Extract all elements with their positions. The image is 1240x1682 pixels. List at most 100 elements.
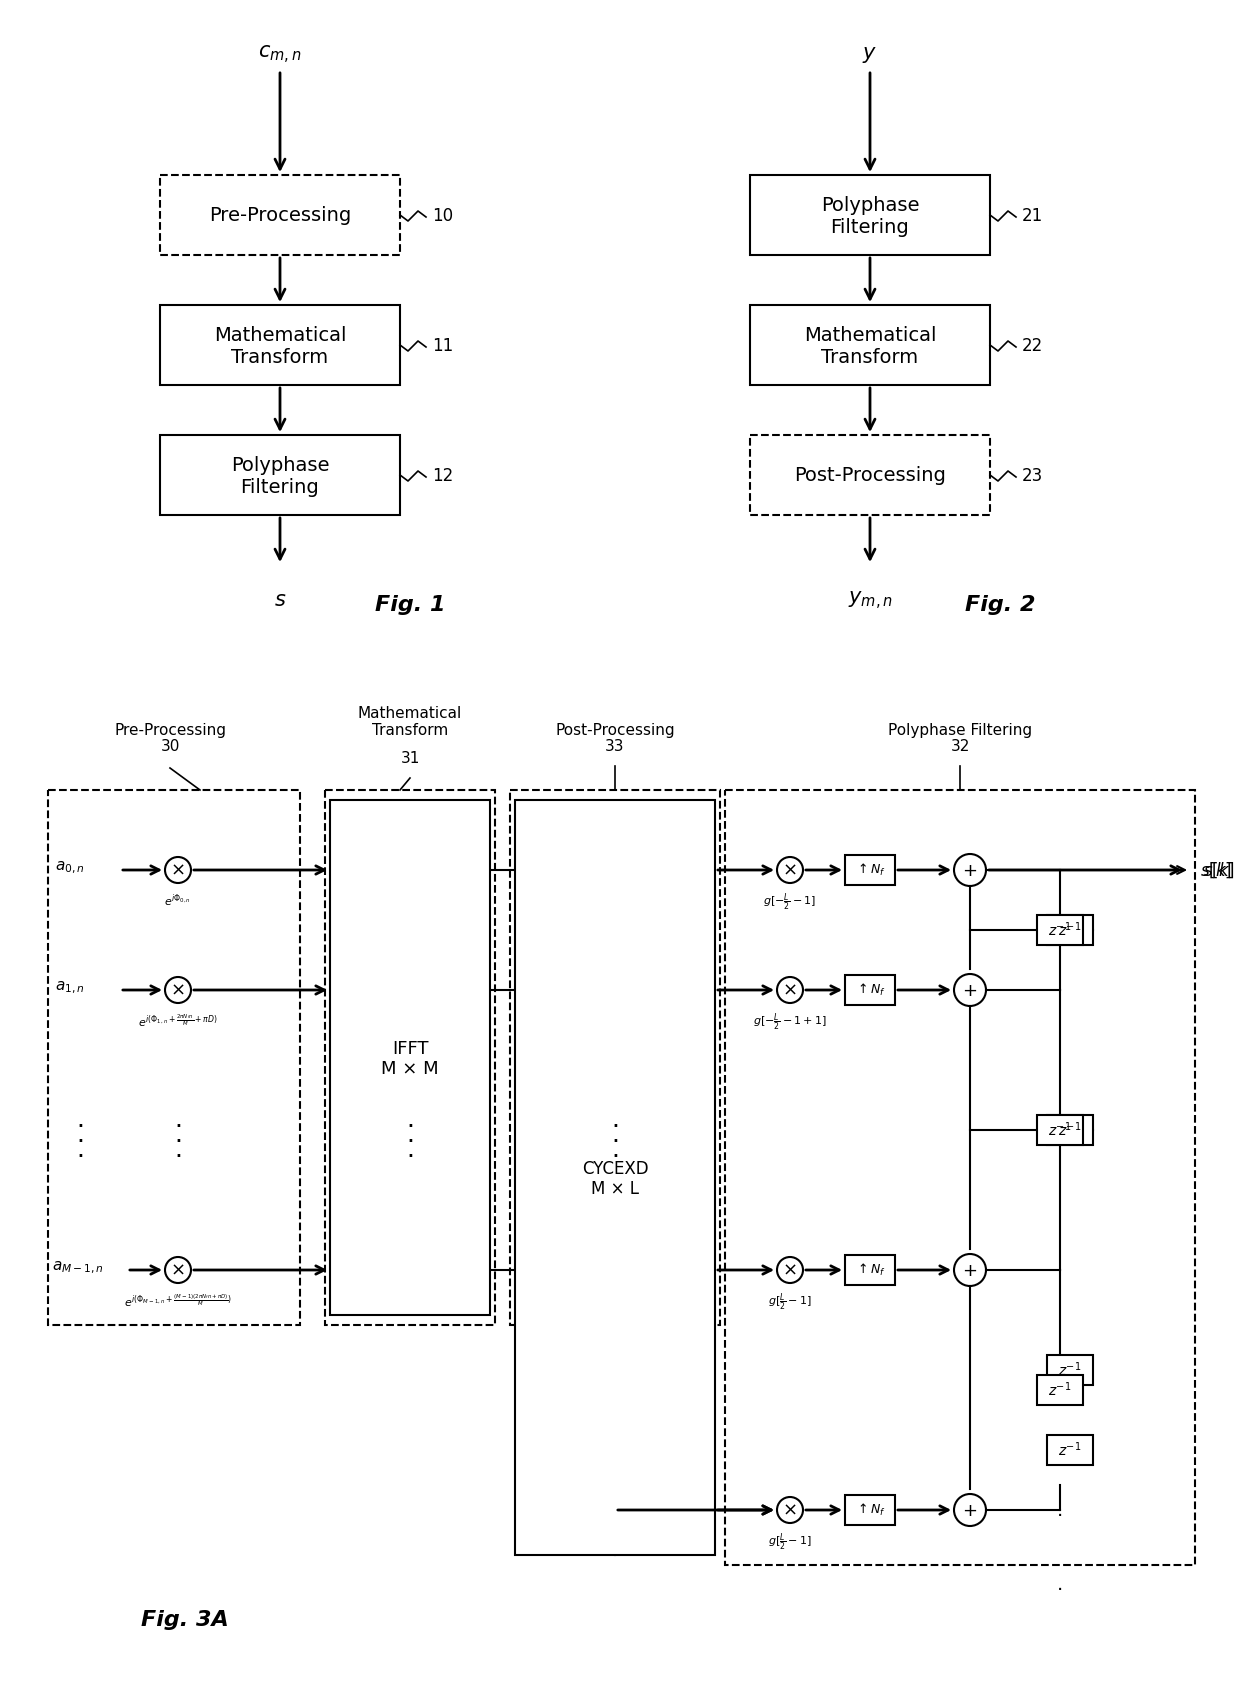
Bar xyxy=(1047,915,1092,945)
Text: $g[-\frac{L}{2}-1+1]$: $g[-\frac{L}{2}-1+1]$ xyxy=(753,1013,827,1033)
Text: Mathematical: Mathematical xyxy=(213,326,346,345)
Text: $g[\frac{L}{2}-1]$: $g[\frac{L}{2}-1]$ xyxy=(768,1292,812,1314)
Bar xyxy=(844,1495,895,1526)
Text: 30: 30 xyxy=(160,738,180,754)
Text: $a_{1,n}$: $a_{1,n}$ xyxy=(55,981,84,996)
Bar xyxy=(160,304,401,385)
Text: Filtering: Filtering xyxy=(241,478,320,496)
Text: 23: 23 xyxy=(1022,468,1043,484)
Bar xyxy=(510,791,720,1325)
Text: .: . xyxy=(76,1108,84,1132)
Text: .: . xyxy=(1056,1500,1063,1519)
Text: .: . xyxy=(1056,1426,1063,1445)
Text: Mathematical
Transform: Mathematical Transform xyxy=(358,706,463,738)
Text: $z^{-1}$: $z^{-1}$ xyxy=(1058,1441,1081,1460)
Text: .: . xyxy=(1056,1576,1063,1595)
Text: 12: 12 xyxy=(432,468,454,484)
Text: ×: × xyxy=(170,1262,186,1280)
Text: $y_{m,n}$: $y_{m,n}$ xyxy=(848,590,893,612)
Text: 22: 22 xyxy=(1022,336,1043,355)
Text: +: + xyxy=(962,982,977,1001)
Bar xyxy=(844,976,895,1006)
Bar xyxy=(160,175,401,256)
Text: .: . xyxy=(611,1139,619,1162)
Text: $\uparrow N_f$: $\uparrow N_f$ xyxy=(854,861,885,878)
Bar xyxy=(1047,1435,1092,1465)
Bar xyxy=(330,801,490,1315)
Text: ×: × xyxy=(782,982,797,1001)
Text: $a_{M-1,n}$: $a_{M-1,n}$ xyxy=(52,1260,104,1277)
Text: Pre-Processing: Pre-Processing xyxy=(208,205,351,224)
Text: Fig. 1: Fig. 1 xyxy=(374,595,445,616)
Text: Post-Processing: Post-Processing xyxy=(556,723,675,738)
Bar xyxy=(325,791,495,1325)
Bar xyxy=(750,304,990,385)
Text: $e^{i\Phi_{0,n}}$: $e^{i\Phi_{0,n}}$ xyxy=(165,891,191,908)
Text: Polyphase Filtering: Polyphase Filtering xyxy=(888,723,1032,738)
Text: $s[k]$: $s[k]$ xyxy=(1200,860,1231,880)
Text: .: . xyxy=(174,1124,182,1147)
Text: $z^{-1}$: $z^{-1}$ xyxy=(1048,1120,1071,1139)
Bar xyxy=(844,854,895,885)
Text: .: . xyxy=(76,1124,84,1147)
Text: .: . xyxy=(174,1139,182,1162)
Text: $y$: $y$ xyxy=(863,45,878,66)
Text: $\uparrow N_f$: $\uparrow N_f$ xyxy=(854,1502,885,1519)
Text: .: . xyxy=(405,1139,414,1162)
Text: IFFT: IFFT xyxy=(392,1041,428,1058)
Text: $\uparrow N_f$: $\uparrow N_f$ xyxy=(854,1262,885,1278)
Bar xyxy=(1047,1115,1092,1145)
Bar xyxy=(515,801,715,1554)
Text: .: . xyxy=(611,1108,619,1132)
Text: ×: × xyxy=(782,861,797,880)
Text: $s$: $s$ xyxy=(274,590,286,611)
Text: $c_{m,n}$: $c_{m,n}$ xyxy=(258,44,301,66)
Text: Polyphase: Polyphase xyxy=(821,195,919,215)
Text: ×: × xyxy=(782,1262,797,1280)
Text: $z^{-1}$: $z^{-1}$ xyxy=(1058,920,1081,939)
Bar xyxy=(725,791,1195,1564)
Text: $a_{0,n}$: $a_{0,n}$ xyxy=(55,860,84,876)
Text: M × L: M × L xyxy=(591,1181,639,1199)
Bar xyxy=(48,791,300,1325)
Text: $e^{i(\Phi_{M-1,n}+\frac{(M-1)(2\pi N_f n+\pi D)}{M})}$: $e^{i(\Phi_{M-1,n}+\frac{(M-1)(2\pi N_f … xyxy=(124,1292,232,1309)
Text: Transform: Transform xyxy=(821,348,919,367)
Text: CYCEXD: CYCEXD xyxy=(582,1161,649,1179)
Text: 11: 11 xyxy=(432,336,454,355)
Text: ×: × xyxy=(170,982,186,1001)
Bar xyxy=(750,175,990,256)
Text: $z^{-1}$: $z^{-1}$ xyxy=(1048,920,1071,939)
Bar xyxy=(1037,915,1083,945)
Text: .: . xyxy=(405,1108,414,1132)
Text: $z^{-1}$: $z^{-1}$ xyxy=(1048,1381,1071,1399)
Bar xyxy=(1037,1115,1083,1145)
Bar xyxy=(160,436,401,515)
Text: 21: 21 xyxy=(1022,207,1043,225)
Text: .: . xyxy=(174,1108,182,1132)
Text: Fig. 3A: Fig. 3A xyxy=(141,1610,229,1630)
Text: $g[\frac{L}{2}-1]$: $g[\frac{L}{2}-1]$ xyxy=(768,1532,812,1554)
Text: $z^{-1}$: $z^{-1}$ xyxy=(1058,1120,1081,1139)
Text: $e^{i(\Phi_{1,n} + \frac{2\pi N_f n}{M} + \pi D)}$: $e^{i(\Phi_{1,n} + \frac{2\pi N_f n}{M} … xyxy=(138,1013,218,1029)
Text: $s[k]$: $s[k]$ xyxy=(1203,860,1235,880)
Text: +: + xyxy=(962,1502,977,1521)
Text: $\uparrow N_f$: $\uparrow N_f$ xyxy=(854,982,885,997)
Text: ×: × xyxy=(170,861,186,880)
Text: M × M: M × M xyxy=(381,1060,439,1078)
Text: Post-Processing: Post-Processing xyxy=(794,466,946,484)
Text: 10: 10 xyxy=(432,207,453,225)
Text: $z^{-1}$: $z^{-1}$ xyxy=(1058,1361,1081,1379)
Bar xyxy=(844,1255,895,1285)
Text: ×: × xyxy=(782,1502,797,1521)
Text: +: + xyxy=(962,1262,977,1280)
Text: Pre-Processing: Pre-Processing xyxy=(114,723,226,738)
Text: Polyphase: Polyphase xyxy=(231,456,330,474)
Text: .: . xyxy=(611,1124,619,1147)
Text: Mathematical: Mathematical xyxy=(804,326,936,345)
Text: 31: 31 xyxy=(401,750,419,765)
Text: Transform: Transform xyxy=(232,348,329,367)
Text: .: . xyxy=(76,1139,84,1162)
Text: $g[-\frac{L}{2}-1]$: $g[-\frac{L}{2}-1]$ xyxy=(764,891,817,913)
Bar xyxy=(750,436,990,515)
Bar xyxy=(1037,1374,1083,1404)
